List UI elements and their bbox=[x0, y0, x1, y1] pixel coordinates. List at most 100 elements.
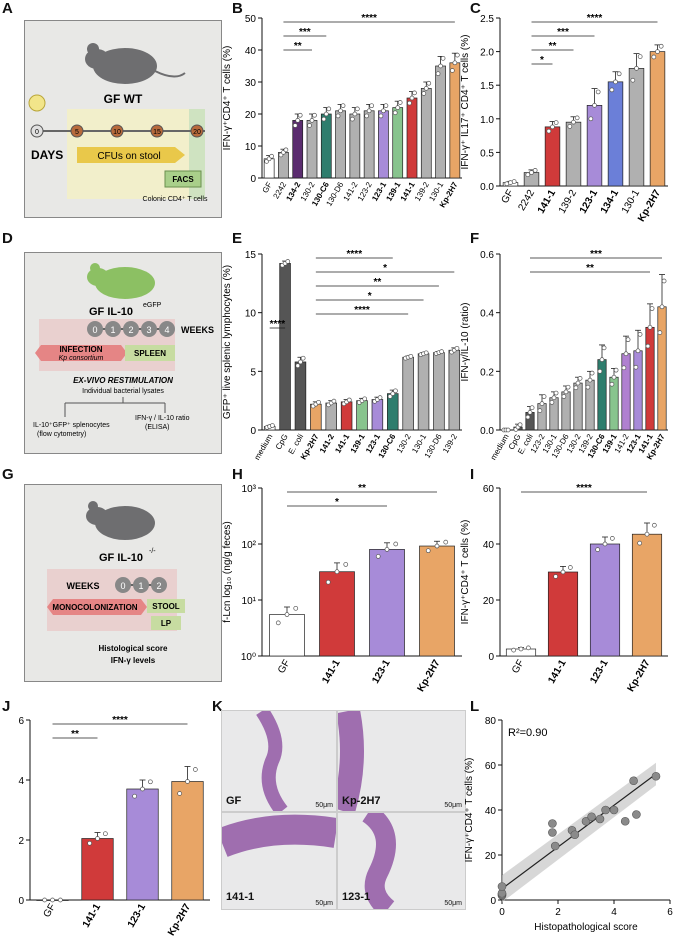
chart-i-point-2 bbox=[609, 536, 615, 541]
chart-h-xtick-label-2: 123-1 bbox=[370, 658, 393, 686]
chart-b-point-12 bbox=[440, 55, 446, 61]
chart-c-point-6 bbox=[630, 77, 636, 83]
chart-c-sig-label-3: **** bbox=[587, 13, 603, 24]
schematic-g: GF IL-10 -/- WEEKS 0 1 2 MONOCOLONIZATIO… bbox=[24, 484, 222, 682]
chart-c-ytick-label: 0.5 bbox=[480, 148, 494, 159]
chart-e-ylabel: GFP⁺ live splenic lymphocytes (%) bbox=[222, 265, 233, 419]
chart-j-point-0 bbox=[50, 897, 55, 903]
chart-c-point-4 bbox=[592, 103, 597, 108]
chart-c-point-3 bbox=[574, 115, 580, 121]
chart-f-point-8 bbox=[599, 357, 605, 362]
chart-c-point-7 bbox=[658, 43, 664, 49]
chart-e-bar-4 bbox=[325, 402, 337, 431]
chart-h-point-3 bbox=[443, 539, 449, 545]
panel-label-l: L bbox=[470, 698, 480, 715]
chart-c-ytick-label: 2.0 bbox=[480, 48, 494, 59]
chart-b-point-8 bbox=[381, 108, 386, 114]
chart-e-point-3 bbox=[316, 399, 321, 405]
chart-j-point-3 bbox=[185, 779, 190, 784]
chart-e-point-1 bbox=[285, 259, 291, 264]
histo-141: 141-1 50μm bbox=[221, 812, 337, 910]
chart-e-point-9 bbox=[408, 353, 414, 359]
chart-e-point-2 bbox=[295, 363, 301, 369]
chart-b-point-5 bbox=[340, 103, 346, 109]
chart-b-point-11 bbox=[421, 91, 427, 96]
chart-e-bar-1 bbox=[279, 263, 291, 431]
chart-l-xtick-label: 6 bbox=[667, 907, 673, 918]
chart-j-point-3 bbox=[193, 767, 198, 772]
chart-i-point-2 bbox=[602, 541, 608, 547]
chart-f-point-11 bbox=[633, 364, 639, 370]
chart-e-sig-label-1: **** bbox=[354, 305, 370, 316]
chart-f-ytick-label: 0.0 bbox=[480, 426, 494, 437]
chart-f-point-5 bbox=[561, 394, 567, 399]
chart-e-bar-9 bbox=[402, 356, 414, 431]
chart-c-point-7 bbox=[655, 49, 660, 54]
cfu-arrow bbox=[77, 147, 185, 163]
panel-label-d: D bbox=[2, 230, 13, 247]
chart-j-ytick-label: 4 bbox=[18, 776, 24, 787]
chart-b-point-4 bbox=[323, 111, 329, 117]
right-out-sub: (ELISA) bbox=[145, 424, 170, 431]
chart-e-bar-10 bbox=[417, 353, 430, 431]
chart-c-ytick-label: 2.5 bbox=[480, 14, 494, 25]
chart-i-xtick-label-1: 141-1 bbox=[546, 658, 569, 686]
mono-label: MONOCOLONIZATION bbox=[52, 603, 137, 612]
chart-f-point-12 bbox=[647, 324, 653, 330]
chart-f-point-6 bbox=[573, 385, 579, 391]
chart-c-sig-label-1: ** bbox=[549, 41, 557, 52]
chart-h-point-1 bbox=[343, 562, 349, 567]
histo-kp2h7-scale: 50μm bbox=[444, 802, 462, 809]
chart-f-point-0 bbox=[505, 427, 511, 433]
chart-i-ylabel: IFN-γ⁺CD4⁺ T cells (%) bbox=[460, 520, 471, 625]
schematic-a: GF WT 0 5 10 15 20 DAYS CFUs on stool FA… bbox=[24, 20, 222, 218]
chart-b-bar-3 bbox=[306, 120, 318, 179]
chart-e-ytick-label: 0 bbox=[250, 426, 256, 437]
chart-j-xtick-label-3: Kp-2H7 bbox=[166, 902, 193, 937]
wk-0: 0 bbox=[92, 325, 97, 335]
chart-e-point-8 bbox=[387, 394, 393, 399]
histo-141-scale: 50μm bbox=[315, 900, 333, 907]
chart-b-ytick-label: 50 bbox=[245, 14, 257, 25]
chart-f-point-9 bbox=[609, 381, 615, 387]
chart-b-bar-13 bbox=[449, 62, 461, 179]
chart-b-point-8 bbox=[383, 103, 389, 109]
chart-b-bar-2 bbox=[292, 120, 304, 179]
chart-f-bar-10 bbox=[621, 353, 631, 431]
chart-l-ytick-label: 40 bbox=[485, 806, 497, 817]
chart-e-point-8 bbox=[393, 388, 398, 394]
chart-f-point-5 bbox=[565, 384, 571, 390]
chart-l-xtick-label: 0 bbox=[499, 907, 505, 918]
chart-c-bar-7 bbox=[649, 51, 666, 187]
panel-label-c: C bbox=[470, 0, 481, 17]
mouse-icon bbox=[86, 501, 155, 540]
chart-l-point-5 bbox=[548, 828, 557, 837]
chart-e-point-0 bbox=[270, 423, 275, 428]
infection-label: INFECTION bbox=[59, 345, 102, 354]
chart-i-point-1 bbox=[553, 574, 559, 579]
chart-f-point-1 bbox=[517, 422, 523, 428]
chart-h-bar-2 bbox=[369, 549, 405, 657]
chart-f-point-9 bbox=[613, 367, 619, 373]
chart-e-sig-label-4: * bbox=[383, 263, 387, 274]
chart-e-bar-7 bbox=[371, 399, 384, 431]
days-label: DAYS bbox=[31, 148, 63, 162]
chart-b-point-1 bbox=[283, 147, 289, 153]
chart-b-point-7 bbox=[369, 103, 374, 109]
chart-b-point-7 bbox=[364, 113, 369, 119]
chart-i-ytick-label: 20 bbox=[483, 596, 495, 607]
chart-b-bar-10 bbox=[406, 97, 418, 179]
chart-i-ytick-label: 60 bbox=[483, 484, 495, 495]
schematic-g-art: GF IL-10 -/- WEEKS 0 1 2 MONOCOLONIZATIO… bbox=[47, 501, 185, 665]
chart-c-point-4 bbox=[595, 89, 601, 95]
chart-b-point-2 bbox=[292, 123, 298, 128]
wk-2: 2 bbox=[128, 325, 133, 335]
chart-h-xtick-label-3: Kp-2H7 bbox=[416, 658, 443, 694]
chart-e-bar-6 bbox=[356, 400, 368, 431]
chart-c-bar-2 bbox=[544, 126, 561, 187]
chart-f-point-12 bbox=[649, 306, 655, 311]
chart-l-point-3 bbox=[497, 882, 507, 891]
chart-f-point-12 bbox=[645, 343, 651, 349]
chart-f-point-3 bbox=[539, 401, 545, 406]
chart-c-ytick-label: 1.5 bbox=[480, 81, 494, 92]
